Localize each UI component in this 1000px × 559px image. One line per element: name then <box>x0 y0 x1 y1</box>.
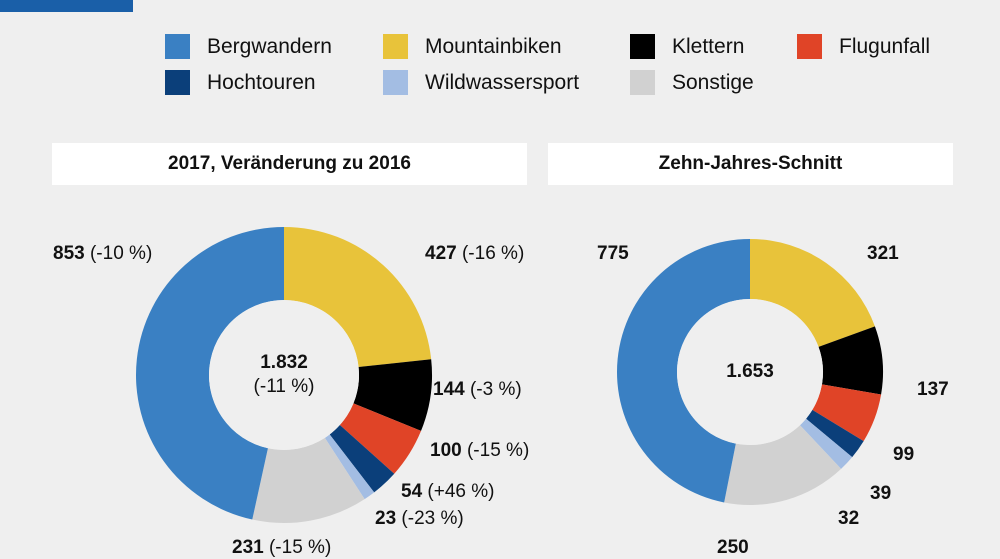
value: 100 <box>430 440 462 461</box>
legend-swatch <box>630 70 655 95</box>
data-label-wildwassersport: 23 (-23 %) <box>375 508 464 530</box>
donut-hole <box>677 299 823 445</box>
value: 23 <box>375 508 397 529</box>
data-label-flugunfall: 99 <box>893 444 914 466</box>
slice-sonstige <box>724 425 842 506</box>
data-label-hochtouren: 39 <box>870 483 891 505</box>
data-label-sonstige: 250 <box>717 537 749 559</box>
value: 321 <box>867 243 899 264</box>
change: (-23 %) <box>396 508 464 529</box>
slice-sonstige <box>252 437 365 523</box>
slice-klettern <box>353 359 432 431</box>
slice-hochtouren <box>806 409 864 458</box>
change: (-15 %) <box>263 537 332 558</box>
legend-label: Hochtouren <box>207 70 316 94</box>
legend-swatch <box>383 34 408 59</box>
chart-title-average: Zehn-Jahres-Schnitt <box>548 143 953 185</box>
data-label-bergwandern: 775 <box>597 243 629 265</box>
legend-swatch <box>383 70 408 95</box>
data-label-mountainbiken: 427 (-16 %) <box>425 243 524 265</box>
change: (-16 %) <box>456 243 525 264</box>
legend-item-flugunfall: Flugunfall <box>797 34 930 59</box>
legend-swatch <box>165 70 190 95</box>
legend-item-mountainbiken: Mountainbiken <box>383 34 562 59</box>
slice-bergwandern <box>616 239 750 503</box>
value: 250 <box>717 537 749 558</box>
data-label-hochtouren: 54 (+46 %) <box>401 481 494 503</box>
legend-item-sonstige: Sonstige <box>630 70 754 95</box>
change: (-15 %) <box>461 440 530 461</box>
total-2017: 1.832 (-11 %) <box>224 351 344 399</box>
value: 427 <box>425 243 457 264</box>
total-value: 1.832 <box>260 352 308 373</box>
slice-flugunfall <box>339 403 422 474</box>
legend-label: Sonstige <box>672 70 754 94</box>
data-label-klettern: 144 (-3 %) <box>433 379 522 401</box>
data-label-sonstige: 231 (-15 %) <box>232 537 331 559</box>
slice-klettern <box>818 326 883 395</box>
value: 231 <box>232 537 264 558</box>
value: 144 <box>433 379 465 400</box>
legend-swatch <box>165 34 190 59</box>
data-label-bergwandern: 853 (-10 %) <box>53 243 152 265</box>
slice-mountainbiken <box>284 227 432 368</box>
slice-hochtouren <box>329 425 395 493</box>
value: 775 <box>597 243 629 264</box>
value: 99 <box>893 444 915 465</box>
legend-label: Wildwassersport <box>425 70 580 94</box>
legend-label: Flugunfall <box>839 34 931 58</box>
data-label-flugunfall: 100 (-15 %) <box>430 440 529 462</box>
slice-bergwandern <box>135 227 284 520</box>
total-value: 1.653 <box>726 361 774 382</box>
chart-title-2017: 2017, Veränderung zu 2016 <box>52 143 527 185</box>
legend-label: Bergwandern <box>207 34 332 58</box>
value: 39 <box>870 483 892 504</box>
change: (-10 %) <box>84 243 153 264</box>
donut-hole <box>209 300 359 450</box>
legend-swatch <box>797 34 822 59</box>
slice-wildwassersport <box>324 434 375 500</box>
data-label-klettern: 137 <box>917 379 949 401</box>
data-label-mountainbiken: 321 <box>867 243 899 265</box>
legend-label: Mountainbiken <box>425 34 562 58</box>
legend-swatch <box>630 34 655 59</box>
legend-item-klettern: Klettern <box>630 34 744 59</box>
slice-wildwassersport <box>800 418 853 469</box>
value: 853 <box>53 243 85 264</box>
legend-item-hochtouren: Hochtouren <box>165 70 316 95</box>
total-change: (-11 %) <box>253 376 315 397</box>
value: 137 <box>917 379 949 400</box>
data-label-wildwassersport: 32 <box>838 508 859 530</box>
total-average: 1.653 <box>690 360 810 384</box>
legend-item-wildwassersport: Wildwassersport <box>383 70 579 95</box>
slice-mountainbiken <box>750 239 875 347</box>
change: (-3 %) <box>464 379 522 400</box>
value: 54 <box>401 481 423 502</box>
value: 32 <box>838 508 860 529</box>
legend-item-bergwandern: Bergwandern <box>165 34 332 59</box>
header-bar <box>0 0 133 12</box>
slice-flugunfall <box>812 384 882 442</box>
change: (+46 %) <box>422 481 495 502</box>
legend-label: Klettern <box>672 34 745 58</box>
